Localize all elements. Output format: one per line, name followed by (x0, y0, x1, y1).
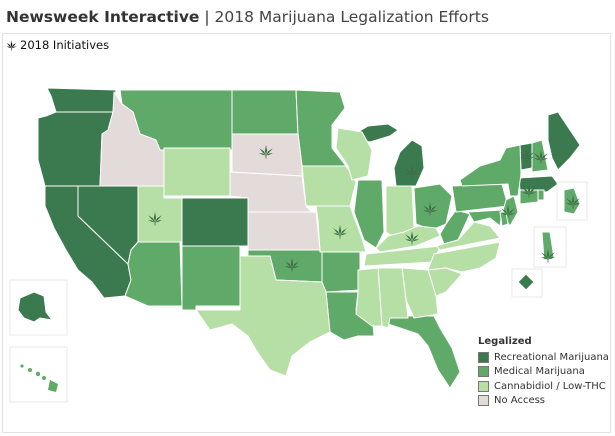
state-north-dakota[interactable] (231, 89, 299, 135)
legend-item-cbd[interactable]: Cannabidiol / Low-THC (478, 379, 609, 394)
state-wyoming[interactable] (163, 147, 231, 197)
legend-item-medical[interactable]: Medical Marijuana (478, 365, 609, 380)
state-arizona[interactable] (124, 241, 183, 307)
state-maryland[interactable] (467, 209, 503, 227)
state-alabama[interactable] (377, 267, 409, 329)
marijuana-leaf-icon (6, 39, 17, 51)
state-delaware[interactable] (499, 211, 509, 227)
state-arkansas[interactable] (321, 249, 361, 293)
legend-swatch-recreational (478, 351, 489, 363)
legend-label: Recreational Marijuana (494, 351, 609, 363)
legend-swatch-cbd (478, 380, 489, 392)
state-michigan[interactable] (347, 123, 425, 187)
state-maine[interactable] (547, 111, 581, 171)
state-new-york[interactable] (459, 144, 522, 197)
map-frame (2, 33, 611, 433)
state-kentucky[interactable] (375, 225, 441, 253)
state-tennessee[interactable] (363, 245, 441, 267)
legend-swatch-medical (478, 366, 489, 378)
state-virginia[interactable] (435, 221, 501, 251)
state-texas[interactable] (195, 255, 331, 377)
inset-delaware[interactable] (541, 231, 555, 261)
state-washington[interactable] (46, 87, 117, 113)
chart-title: Newsweek Interactive | 2018 Marijuana Le… (6, 8, 489, 26)
inset-hawaii-frame (9, 346, 68, 403)
state-pennsylvania[interactable] (451, 183, 509, 213)
legend-item-recreational[interactable]: Recreational Marijuana (478, 350, 609, 365)
initiatives-label: 2018 Initiatives (20, 38, 110, 52)
legend-item-no-access[interactable]: No Access (478, 394, 609, 409)
state-mississippi[interactable] (355, 267, 383, 327)
state-rhode-island[interactable] (537, 189, 545, 201)
chart-subtitle: 2018 Marijuana Legalization Efforts (214, 8, 489, 26)
brand-name: Newsweek Interactive (6, 8, 200, 26)
inset-dc[interactable] (517, 273, 535, 291)
legend-label: Cannabidiol / Low-THC (494, 380, 606, 392)
legend-label: Medical Marijuana (494, 366, 585, 378)
initiatives-legend[interactable]: 2018 Initiatives (6, 38, 109, 52)
state-missouri[interactable] (315, 205, 367, 253)
state-kansas[interactable] (247, 211, 321, 251)
title-separator: | (204, 8, 210, 26)
state-iowa[interactable] (301, 165, 357, 207)
state-alaska[interactable] (17, 291, 54, 323)
state-florida[interactable] (387, 315, 461, 389)
state-idaho[interactable] (99, 91, 165, 187)
map-legend: Legalized Recreational Marijuana Medical… (478, 336, 609, 408)
state-wisconsin[interactable] (335, 127, 373, 181)
state-hawaii[interactable] (20, 364, 58, 392)
legend-label: No Access (494, 395, 546, 407)
state-vermont[interactable] (519, 142, 533, 171)
state-new-mexico[interactable] (181, 245, 241, 311)
state-colorado[interactable] (181, 197, 249, 247)
legend-swatch-no-access (478, 395, 489, 407)
legend-title: Legalized (478, 336, 532, 347)
